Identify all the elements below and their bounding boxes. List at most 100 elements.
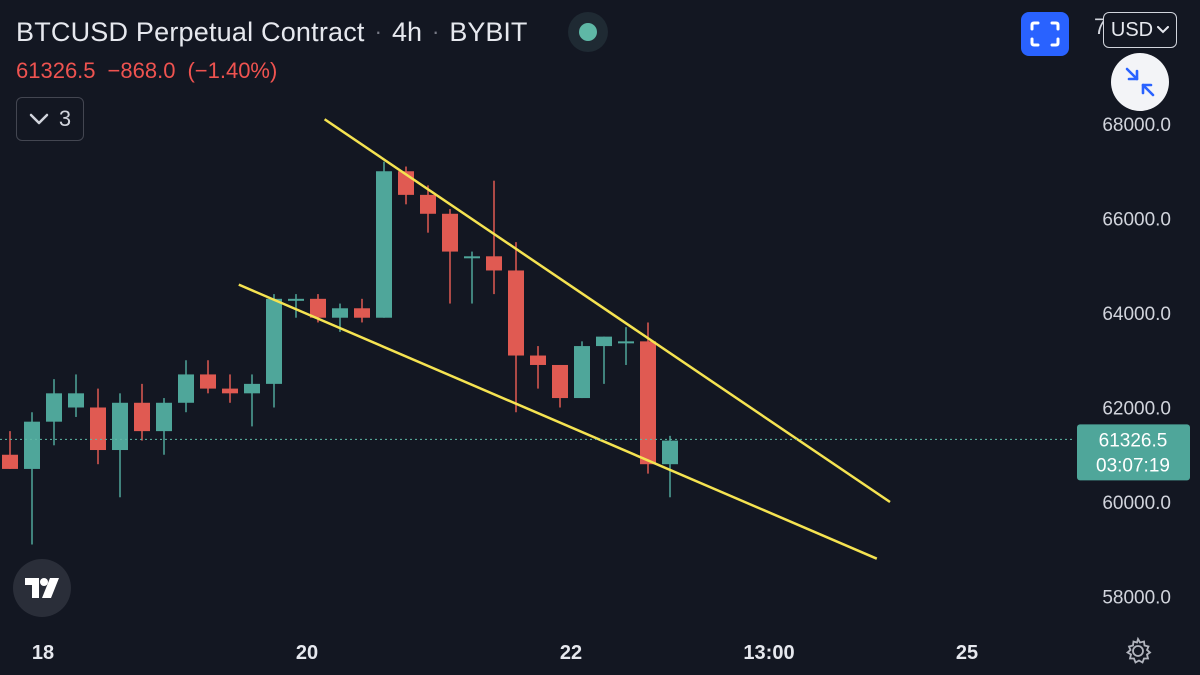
- price-tick-label: 64000.0: [1102, 304, 1171, 325]
- time-tick-label: 20: [296, 642, 318, 664]
- price-tick-label: 66000.0: [1102, 210, 1171, 231]
- candle: [574, 341, 590, 399]
- chart-header: BTCUSD Perpetual Contract · 4h · BYBIT: [16, 14, 527, 50]
- candle-body: [596, 336, 612, 347]
- price-tick-label: 62000.0: [1102, 399, 1171, 420]
- candle: [486, 180, 502, 295]
- price-axis[interactable]: 58000.0 60000.0 62000.0 64000.0 66000.0 68000…: [1102, 115, 1171, 609]
- status-dot-icon[interactable]: [568, 12, 608, 52]
- chevron-down-icon: [1157, 26, 1170, 34]
- currency-select[interactable]: USD: [1103, 12, 1177, 48]
- candle: [398, 166, 414, 205]
- candle-body: [640, 341, 656, 465]
- candle-body: [46, 393, 62, 422]
- candle: [112, 393, 128, 498]
- candle: [200, 360, 216, 394]
- candle-body: [310, 298, 326, 318]
- candle-body: [288, 298, 304, 301]
- indicator-count: 3: [58, 106, 72, 131]
- last-price: 61326.5: [16, 58, 96, 83]
- candle: [376, 161, 392, 318]
- time-tick-label: 22: [560, 642, 582, 664]
- candle: [354, 298, 370, 323]
- candle: [530, 346, 546, 389]
- price-tick-label: 60000.0: [1102, 493, 1171, 514]
- price-change-pct: (−1.40%): [187, 58, 278, 83]
- price-tick-label: 68000.0: [1102, 115, 1171, 136]
- price-summary: 61326.5 −868.0 (−1.40%): [16, 58, 277, 84]
- candle: [508, 242, 524, 413]
- fullscreen-button[interactable]: [1021, 12, 1069, 56]
- candle-body: [552, 364, 568, 399]
- candle: [442, 209, 458, 304]
- compress-icon: [1125, 67, 1155, 97]
- price-change: −868.0: [107, 58, 176, 83]
- candle-body: [442, 213, 458, 252]
- indicators-toggle-button[interactable]: 3: [16, 97, 84, 141]
- candle: [156, 398, 172, 455]
- exchange-label: BYBIT: [449, 16, 528, 47]
- candle: [552, 364, 568, 408]
- last-price-value: 61326.5: [1099, 430, 1168, 451]
- trendline[interactable]: [238, 283, 878, 560]
- gear-icon: [1125, 636, 1152, 664]
- candle-body: [464, 256, 480, 259]
- trendline[interactable]: [323, 118, 891, 504]
- candle-body: [68, 393, 84, 408]
- candle: [288, 294, 304, 318]
- candle: [222, 374, 238, 403]
- candle-body: [332, 308, 348, 318]
- candle-body: [178, 374, 194, 403]
- candle-body: [354, 308, 370, 318]
- candle-body: [112, 402, 128, 451]
- candle: [2, 431, 18, 469]
- candles-group: [2, 161, 678, 545]
- fullscreen-icon: [1030, 21, 1060, 47]
- candle-body: [156, 402, 172, 432]
- candle-body: [618, 341, 634, 344]
- candle-body: [486, 256, 502, 271]
- candle-body: [200, 374, 216, 389]
- candle-body: [134, 402, 150, 432]
- candle-body: [24, 421, 40, 469]
- tradingview-logo-shape: [25, 578, 59, 598]
- candle: [134, 383, 150, 441]
- tradingview-logo-icon[interactable]: [13, 559, 71, 617]
- candle-body: [222, 388, 238, 394]
- candle: [24, 412, 40, 545]
- candle-body: [376, 171, 392, 318]
- separator: ·: [432, 19, 440, 44]
- candle: [618, 327, 634, 365]
- price-tick-label: 58000.0: [1102, 588, 1171, 609]
- candle: [178, 360, 194, 413]
- candle: [244, 374, 260, 427]
- candle: [420, 185, 436, 233]
- chevron-down-icon: [29, 113, 49, 125]
- candle-body: [244, 383, 260, 394]
- candle-body: [90, 407, 106, 451]
- candle: [266, 294, 282, 408]
- last-price-countdown: 03:07:19: [1096, 455, 1170, 476]
- separator: ·: [374, 19, 382, 44]
- currency-label: USD: [1110, 18, 1154, 41]
- interval-label[interactable]: 4h: [391, 16, 423, 47]
- chart-settings-button[interactable]: [1123, 636, 1153, 671]
- candle-body: [266, 298, 282, 384]
- time-tick-label: 25: [956, 642, 978, 664]
- time-tick-label: 13:00: [743, 642, 794, 664]
- compress-button[interactable]: [1111, 53, 1169, 111]
- candle: [596, 336, 612, 384]
- candle-body: [530, 355, 546, 365]
- candle: [640, 322, 656, 474]
- time-axis[interactable]: 18 20 22 13:00 25: [32, 642, 978, 664]
- candle-body: [508, 270, 524, 356]
- candle: [464, 251, 480, 304]
- candle: [662, 435, 678, 498]
- symbol-title[interactable]: BTCUSD Perpetual Contract: [16, 16, 365, 47]
- candle-body: [574, 346, 590, 399]
- time-tick-label: 18: [32, 642, 54, 664]
- candle: [68, 374, 84, 417]
- last-price-label: 61326.5 03:07:19: [1077, 424, 1190, 481]
- trendlines-group: [238, 118, 891, 560]
